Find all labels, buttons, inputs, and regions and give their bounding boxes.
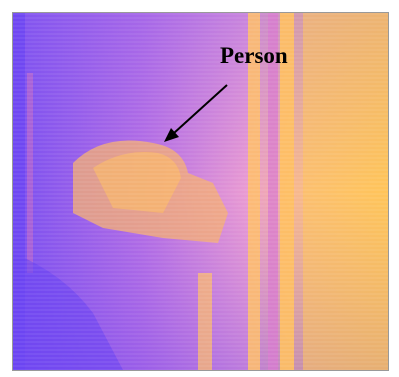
annotation-arrow-head (164, 128, 179, 142)
scanline-overlay (13, 13, 388, 370)
thermal-image (12, 12, 389, 371)
thermal-scene (13, 13, 388, 370)
person-label: Person (220, 43, 288, 68)
annotation-arrow-line (173, 84, 228, 134)
